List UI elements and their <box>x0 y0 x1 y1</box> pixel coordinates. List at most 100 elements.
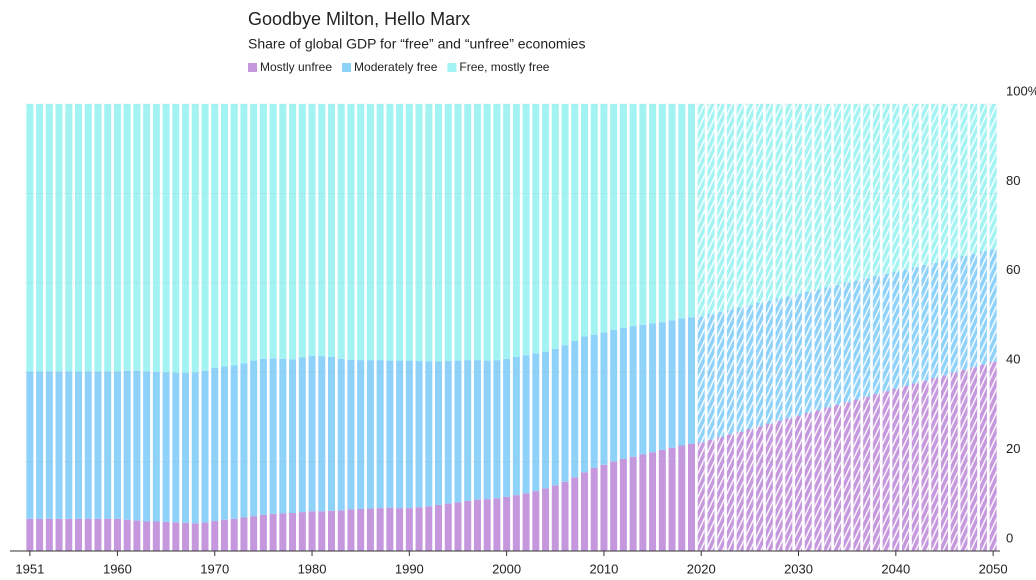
forecast-hatch <box>872 104 880 551</box>
x-tick-label: 1990 <box>395 561 424 576</box>
bar-segment <box>191 523 199 551</box>
forecast-hatch <box>746 104 754 551</box>
bar-segment <box>590 467 598 551</box>
bar-segment <box>220 366 228 520</box>
bar-segment <box>366 104 374 361</box>
x-tick-label: 1960 <box>103 561 132 576</box>
bar-segment <box>143 521 151 551</box>
bar-segment <box>45 518 53 551</box>
bar-segment <box>211 367 219 522</box>
bar-segment <box>230 518 238 551</box>
bar-segment <box>522 493 530 551</box>
bar-segment <box>678 445 686 551</box>
forecast-hatch <box>863 104 871 551</box>
forecast-hatch <box>950 104 958 551</box>
bar-segment <box>425 506 433 551</box>
bar-segment <box>610 104 618 330</box>
bar-segment <box>104 518 112 551</box>
bar-segment <box>347 359 355 510</box>
x-tick-label: 2010 <box>589 561 618 576</box>
bar-segment <box>45 371 53 519</box>
bar-segment <box>191 104 199 373</box>
bar-segment <box>396 360 404 509</box>
bar-segment <box>104 104 112 372</box>
x-tick-label: 1980 <box>298 561 327 576</box>
bar-segment <box>298 357 306 513</box>
bar-segment <box>269 104 277 359</box>
bar-segment <box>512 357 520 496</box>
bar-segment <box>162 521 170 551</box>
bar-segment <box>551 104 559 349</box>
bar-segment <box>483 104 491 361</box>
bar-segment <box>639 104 647 325</box>
bar-segment <box>289 104 297 360</box>
bar-segment <box>347 509 355 551</box>
bar-segment <box>503 104 511 359</box>
bar-segment <box>629 456 637 551</box>
bar-segment <box>220 519 228 551</box>
bar-segment <box>357 360 365 509</box>
bar-segment <box>512 495 520 551</box>
bar-segment <box>464 500 472 551</box>
bar-segment <box>386 360 394 508</box>
x-tick-label: 1970 <box>200 561 229 576</box>
bar-segment <box>483 360 491 500</box>
bar-segment <box>201 104 209 371</box>
bar-segment <box>250 516 258 551</box>
legend-swatch <box>447 63 457 72</box>
bar-segment <box>678 318 686 446</box>
chart-subtitle: Share of global GDP for “free” and “unfr… <box>248 36 585 52</box>
bar-segment <box>561 104 569 346</box>
bar-segment <box>610 461 618 551</box>
bar-segment <box>678 104 686 319</box>
bar-segment <box>230 104 238 366</box>
y-tick-label: 20 <box>1006 441 1020 456</box>
forecast-hatch <box>765 104 773 551</box>
bar-segment <box>542 104 550 352</box>
bar-segment <box>561 481 569 551</box>
bar-segment <box>211 104 219 368</box>
bar-segment <box>551 348 559 486</box>
bar-segment <box>347 104 355 360</box>
bar-segment <box>522 104 530 356</box>
bar-segment <box>308 511 316 551</box>
bar-segment <box>425 104 433 362</box>
bar-segment <box>580 336 588 473</box>
bar-segment <box>542 351 550 489</box>
bar-segment <box>580 472 588 551</box>
bar-segment <box>230 365 238 519</box>
bar-segment <box>259 514 267 551</box>
bar-segment <box>571 104 579 341</box>
bar-segment <box>561 345 569 482</box>
forecast-hatch <box>921 104 929 551</box>
forecast-hatch <box>989 104 997 551</box>
bar-segment <box>571 340 579 478</box>
bar-segment <box>279 513 287 551</box>
bar-segment <box>191 372 199 524</box>
bar-segment <box>464 360 472 501</box>
bar-segment <box>201 370 209 523</box>
bar-segment <box>327 510 335 551</box>
bar-segment <box>444 104 452 362</box>
bar-segment <box>493 498 501 551</box>
bar-segment <box>259 104 267 359</box>
bar-segment <box>444 361 452 504</box>
forecast-hatch <box>697 104 705 551</box>
bar-segment <box>45 104 53 372</box>
bar-segment <box>123 370 131 520</box>
bar-segment <box>405 360 413 509</box>
bar-segment <box>26 104 34 372</box>
bar-segment <box>668 104 676 321</box>
x-tick-label: 2020 <box>687 561 716 576</box>
bar-segment <box>473 499 481 551</box>
bar-segment <box>405 508 413 551</box>
forecast-hatch <box>804 104 812 551</box>
bar-segment <box>619 327 627 459</box>
bar-segment <box>55 104 63 372</box>
forecast-hatch <box>814 104 822 551</box>
bar-segment <box>600 104 608 333</box>
bar-segment <box>619 458 627 551</box>
forecast-hatch <box>736 104 744 551</box>
bar-segment <box>152 521 160 551</box>
bar-segment <box>133 370 141 521</box>
